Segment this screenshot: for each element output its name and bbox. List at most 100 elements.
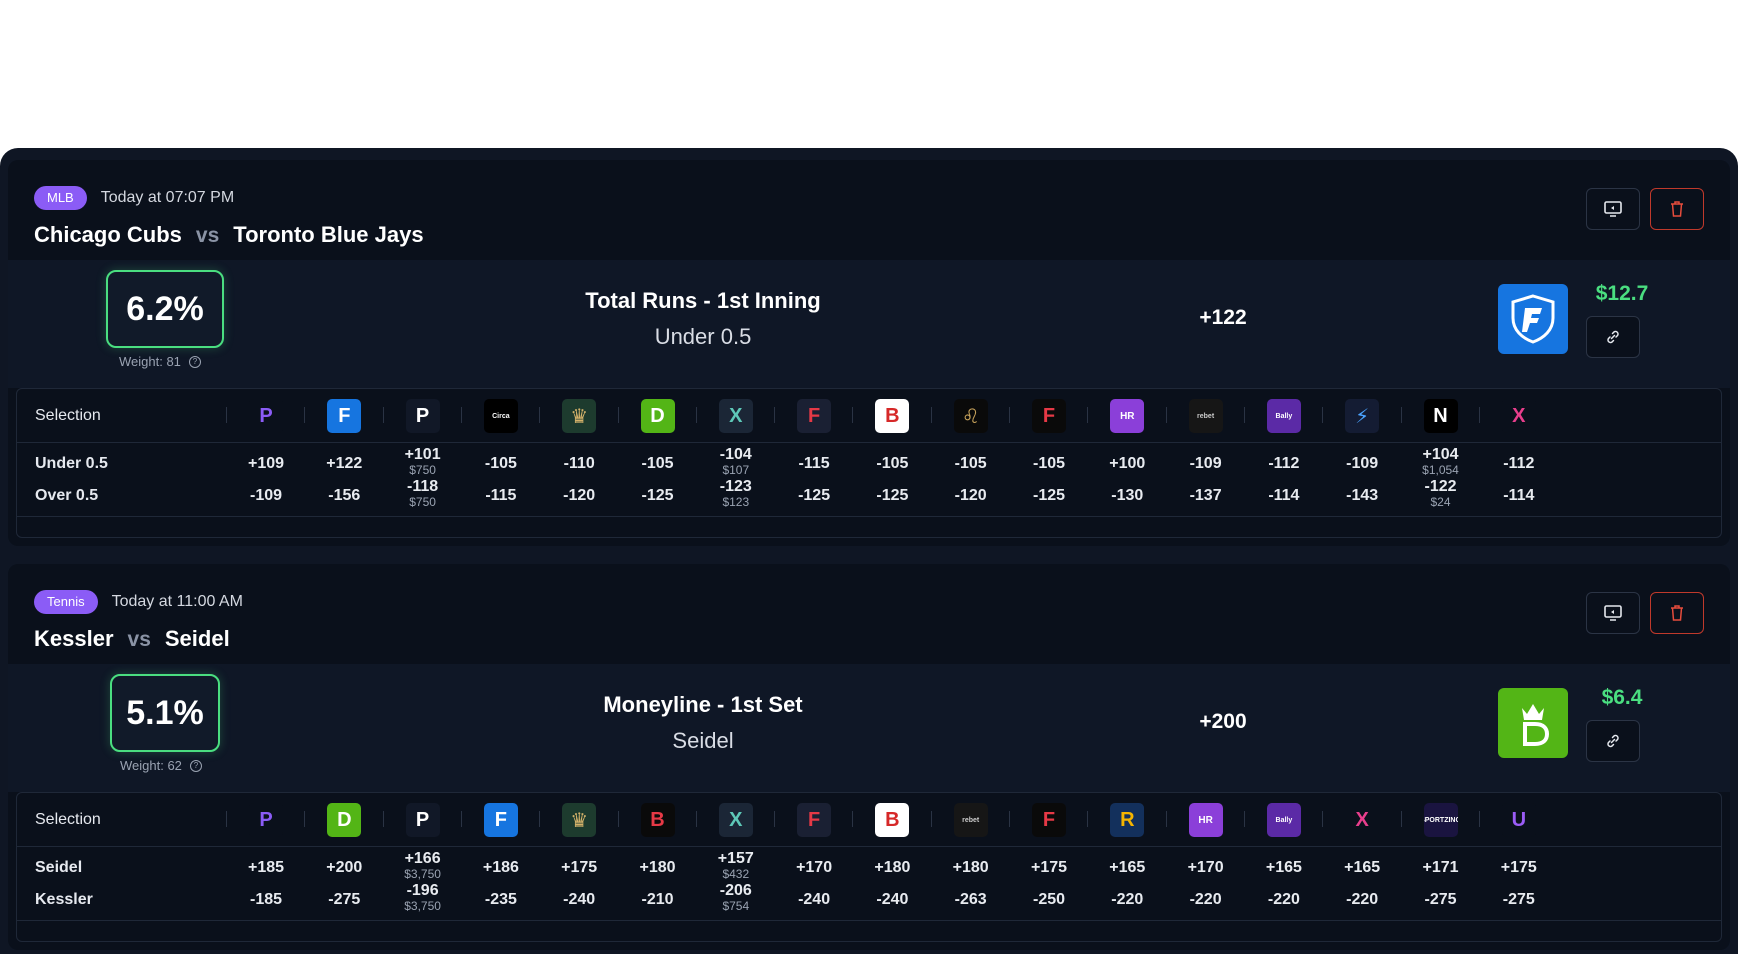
open-link-button[interactable] bbox=[1586, 720, 1640, 762]
rebet-book-column[interactable]: rebet bbox=[951, 801, 991, 839]
betrivers-x-book-column[interactable]: X bbox=[716, 397, 756, 435]
help-icon[interactable]: ? bbox=[189, 759, 202, 772]
fliff-book-column[interactable]: F bbox=[794, 801, 834, 839]
odds-cell[interactable]: -109 bbox=[1166, 455, 1246, 473]
odds-cell[interactable]: -275 bbox=[304, 891, 384, 909]
odds-cell[interactable]: -220 bbox=[1166, 891, 1246, 909]
pinnacle-book-column[interactable]: P bbox=[403, 801, 443, 839]
odds-cell[interactable]: -210 bbox=[618, 891, 698, 909]
odds-cell[interactable]: -114 bbox=[1244, 487, 1324, 505]
odds-cell[interactable]: -240 bbox=[774, 891, 854, 909]
odds-cell[interactable]: -125 bbox=[852, 487, 932, 505]
espnbet-book-column[interactable]: ⚡ bbox=[1342, 397, 1382, 435]
cast-button[interactable] bbox=[1586, 592, 1640, 634]
betmgm-b-book-column[interactable]: B bbox=[872, 801, 912, 839]
odds-cell[interactable]: +170 bbox=[774, 859, 854, 877]
odds-cell[interactable]: -115 bbox=[774, 455, 854, 473]
odds-cell[interactable]: -105 bbox=[461, 455, 541, 473]
odds-cell[interactable]: +186 bbox=[461, 859, 541, 877]
odds-cell[interactable]: +101 $750 bbox=[383, 446, 463, 477]
odds-cell[interactable]: -109 bbox=[226, 487, 306, 505]
odds-cell[interactable]: -118 $750 bbox=[383, 478, 463, 509]
odds-cell[interactable]: +175 bbox=[1479, 859, 1559, 877]
help-icon[interactable]: ? bbox=[188, 355, 201, 368]
odds-cell[interactable]: +170 bbox=[1166, 859, 1246, 877]
bally-book-column[interactable]: Bally bbox=[1264, 397, 1304, 435]
odds-cell[interactable]: -105 bbox=[931, 455, 1011, 473]
odds-cell[interactable]: +175 bbox=[1009, 859, 1089, 877]
odds-cell[interactable]: -105 bbox=[618, 455, 698, 473]
draftkings-book-column[interactable]: D bbox=[324, 801, 364, 839]
odds-cell[interactable]: -206 $754 bbox=[696, 882, 776, 913]
odds-cell[interactable]: +200 bbox=[304, 859, 384, 877]
betrivers-x-book-column[interactable]: X bbox=[716, 801, 756, 839]
odds-cell[interactable]: -220 bbox=[1244, 891, 1324, 909]
cast-button[interactable] bbox=[1586, 188, 1640, 230]
betmgm-lion-book-column[interactable]: ♌ bbox=[951, 397, 991, 435]
odds-cell[interactable]: +180 bbox=[931, 859, 1011, 877]
betrivers-book-column[interactable]: R bbox=[1107, 801, 1147, 839]
sportzino-book-column[interactable]: SPORTZINO bbox=[1421, 801, 1461, 839]
pinnacle-book-column[interactable]: P bbox=[403, 397, 443, 435]
fanatics-book-column[interactable]: F bbox=[1029, 801, 1069, 839]
betonline-book-column[interactable]: B bbox=[638, 801, 678, 839]
odds-cell[interactable]: +104 $1,054 bbox=[1401, 446, 1481, 477]
caesars-crown-book-column[interactable]: ♛ bbox=[559, 397, 599, 435]
odds-cell[interactable]: -123 $123 bbox=[696, 478, 776, 509]
odds-cell[interactable]: -137 bbox=[1166, 487, 1246, 505]
fanduel-logo-icon[interactable] bbox=[1498, 284, 1568, 354]
prophetx-book-column[interactable]: X bbox=[1499, 397, 1539, 435]
novig-book-column[interactable]: N bbox=[1421, 397, 1461, 435]
odds-cell[interactable]: -105 bbox=[852, 455, 932, 473]
odds-cell[interactable]: +175 bbox=[539, 859, 619, 877]
odds-cell[interactable]: +165 bbox=[1244, 859, 1324, 877]
odds-cell[interactable]: +166 $3,750 bbox=[383, 850, 463, 881]
draftkings-book-column[interactable]: D bbox=[638, 397, 678, 435]
odds-cell[interactable]: -130 bbox=[1087, 487, 1167, 505]
prizepicks-book-column[interactable]: P bbox=[246, 397, 286, 435]
fanatics-book-column[interactable]: F bbox=[1029, 397, 1069, 435]
odds-cell[interactable]: -110 bbox=[539, 455, 619, 473]
circa-book-column[interactable]: Circa bbox=[481, 397, 521, 435]
odds-cell[interactable]: -196 $3,750 bbox=[383, 882, 463, 913]
odds-cell[interactable]: -235 bbox=[461, 891, 541, 909]
odds-cell[interactable]: -263 bbox=[931, 891, 1011, 909]
underdog-book-column[interactable]: U bbox=[1499, 801, 1539, 839]
odds-cell[interactable]: +165 bbox=[1322, 859, 1402, 877]
hardrock-book-column[interactable]: HR bbox=[1107, 397, 1147, 435]
odds-cell[interactable]: -275 bbox=[1401, 891, 1481, 909]
odds-cell[interactable]: +171 bbox=[1401, 859, 1481, 877]
open-link-button[interactable] bbox=[1586, 316, 1640, 358]
fanduel-book-column[interactable]: F bbox=[324, 397, 364, 435]
odds-cell[interactable]: -115 bbox=[461, 487, 541, 505]
odds-cell[interactable]: -112 bbox=[1479, 455, 1559, 473]
caesars-crown-book-column[interactable]: ♛ bbox=[559, 801, 599, 839]
odds-cell[interactable]: +109 bbox=[226, 455, 306, 473]
odds-cell[interactable]: -112 bbox=[1244, 455, 1324, 473]
odds-cell[interactable]: -220 bbox=[1087, 891, 1167, 909]
odds-cell[interactable]: +180 bbox=[852, 859, 932, 877]
fanduel-book-column[interactable]: F bbox=[481, 801, 521, 839]
odds-cell[interactable]: -250 bbox=[1009, 891, 1089, 909]
odds-cell[interactable]: -143 bbox=[1322, 487, 1402, 505]
odds-cell[interactable]: -185 bbox=[226, 891, 306, 909]
odds-cell[interactable]: +157 $432 bbox=[696, 850, 776, 881]
odds-cell[interactable]: -275 bbox=[1479, 891, 1559, 909]
odds-cell[interactable]: -105 bbox=[1009, 455, 1089, 473]
odds-cell[interactable]: -156 bbox=[304, 487, 384, 505]
odds-cell[interactable]: +180 bbox=[618, 859, 698, 877]
odds-cell[interactable]: -104 $107 bbox=[696, 446, 776, 477]
rebet-book-column[interactable]: rebet bbox=[1186, 397, 1226, 435]
odds-cell[interactable]: -240 bbox=[852, 891, 932, 909]
odds-cell[interactable]: -125 bbox=[774, 487, 854, 505]
odds-cell[interactable]: -122 $24 bbox=[1401, 478, 1481, 509]
bally-book-column[interactable]: Bally bbox=[1264, 801, 1304, 839]
fliff-book-column[interactable]: F bbox=[794, 397, 834, 435]
odds-cell[interactable]: -109 bbox=[1322, 455, 1402, 473]
odds-cell[interactable]: -120 bbox=[539, 487, 619, 505]
odds-cell[interactable]: -220 bbox=[1322, 891, 1402, 909]
draftkings-logo-icon[interactable] bbox=[1498, 688, 1568, 758]
odds-cell[interactable]: +165 bbox=[1087, 859, 1167, 877]
odds-cell[interactable]: -125 bbox=[618, 487, 698, 505]
odds-cell[interactable]: -125 bbox=[1009, 487, 1089, 505]
